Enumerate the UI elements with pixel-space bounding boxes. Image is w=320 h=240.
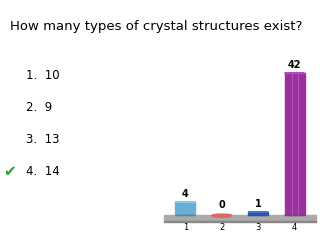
Bar — [284, 73, 305, 216]
Ellipse shape — [212, 214, 232, 217]
Ellipse shape — [284, 215, 305, 216]
Text: 42: 42 — [288, 60, 301, 70]
Text: 2: 2 — [219, 223, 224, 232]
Text: 3: 3 — [255, 223, 261, 232]
Text: 1: 1 — [183, 223, 188, 232]
Text: 1: 1 — [255, 199, 261, 209]
Text: 0: 0 — [219, 200, 225, 210]
Text: ✔: ✔ — [3, 164, 16, 179]
Text: 4.  14: 4. 14 — [26, 165, 59, 178]
Text: 2.  9: 2. 9 — [26, 101, 52, 114]
Text: How many types of crystal structures exist?: How many types of crystal structures exi… — [10, 20, 302, 33]
Ellipse shape — [213, 216, 231, 217]
Text: 4: 4 — [182, 189, 189, 199]
Text: 3.  13: 3. 13 — [26, 133, 59, 146]
Bar — [248, 212, 268, 216]
Text: 4: 4 — [292, 223, 297, 232]
Ellipse shape — [175, 215, 196, 216]
Ellipse shape — [248, 215, 268, 216]
Text: 1.  10: 1. 10 — [26, 69, 59, 82]
Bar — [175, 202, 196, 216]
